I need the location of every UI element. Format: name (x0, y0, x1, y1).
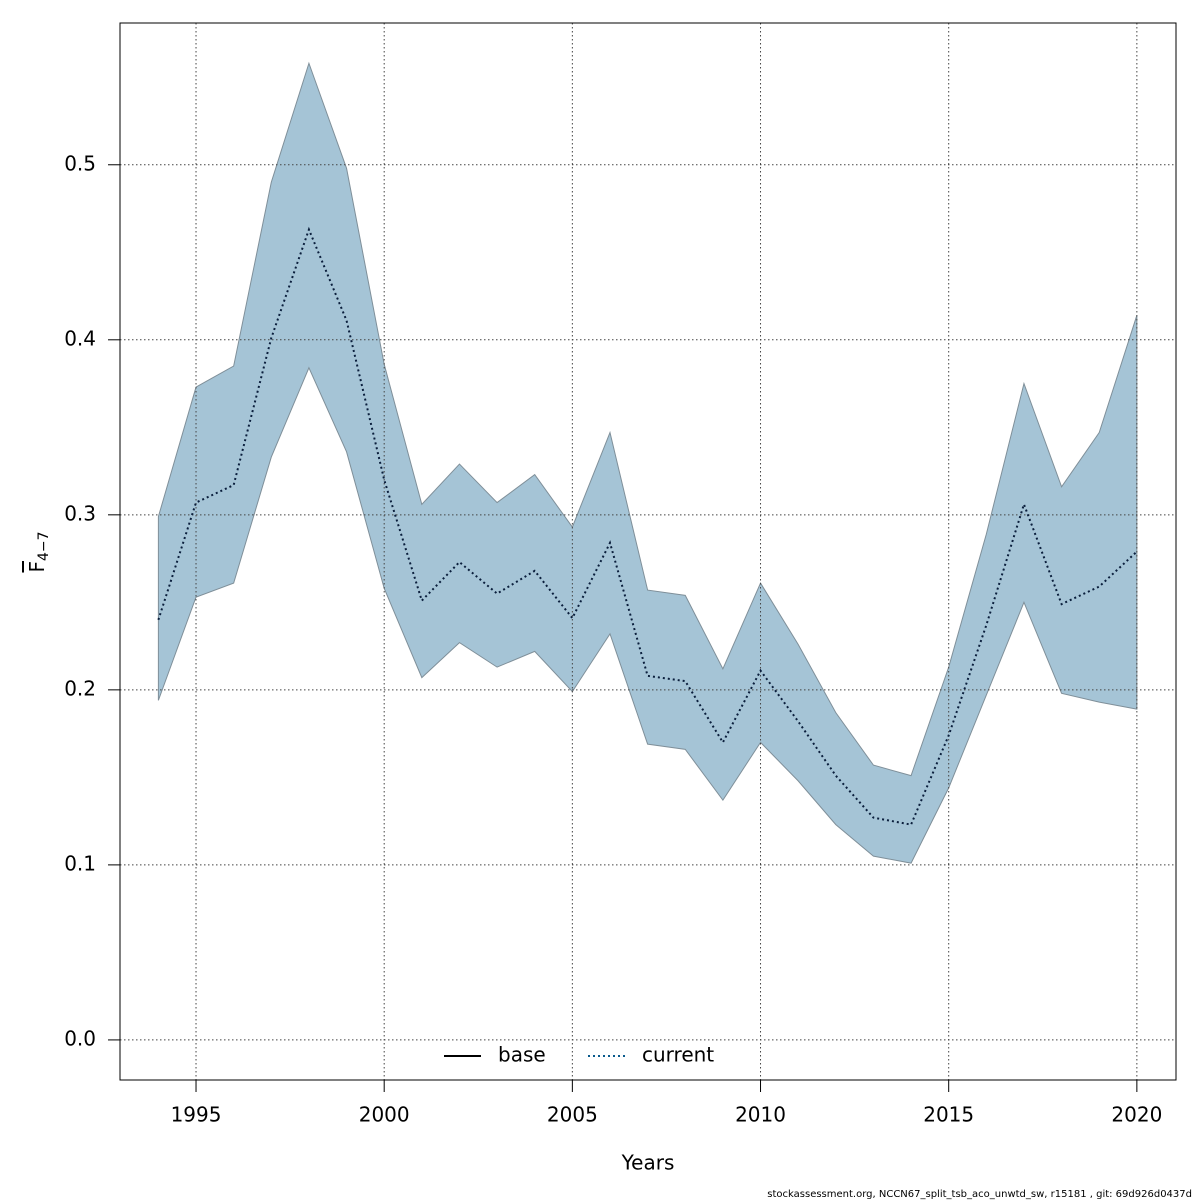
x-axis-label: Years (621, 1151, 675, 1175)
y-tick-label: 0.1 (64, 851, 96, 875)
confidence-band (157, 61, 1138, 864)
y-tick-label: 0.5 (64, 151, 96, 175)
y-label-main: F (25, 561, 49, 573)
legend-label: current (642, 1043, 714, 1067)
footer: stockassessment.org, NCCN67_split_tsb_ac… (767, 1189, 1192, 1200)
y-tick-label: 0.4 (64, 326, 96, 350)
y-tick-label: 0.0 (64, 1026, 96, 1050)
x-tick-label: 2000 (359, 1103, 410, 1127)
x-tick-label: 2020 (1111, 1103, 1162, 1127)
x-tick-label: 2010 (735, 1103, 786, 1127)
plot-frame (119, 22, 1177, 1081)
x-tick-label: 2005 (547, 1103, 598, 1127)
x-tick-label: 1995 (171, 1103, 222, 1127)
y-tick-label: 0.2 (64, 676, 96, 700)
legend-label: base (498, 1043, 546, 1067)
y-axis-label: F4−7 (25, 531, 53, 572)
x-tick-label: 2015 (923, 1103, 974, 1127)
y-tick-label: 0.3 (64, 501, 96, 525)
y-label-sub: 4−7 (36, 531, 52, 561)
